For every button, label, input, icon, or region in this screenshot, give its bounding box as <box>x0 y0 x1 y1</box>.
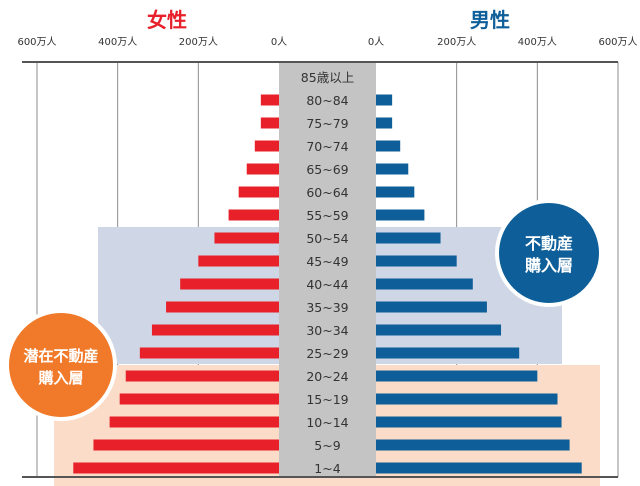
female-bar <box>214 232 279 244</box>
female-bar <box>238 186 279 198</box>
male-bar <box>376 347 520 359</box>
male-bar <box>376 370 538 382</box>
age-group-label: 50~54 <box>306 231 348 246</box>
age-group-label: 15~19 <box>306 392 348 407</box>
age-group-label: 20~24 <box>306 369 348 384</box>
male-bar <box>376 232 441 244</box>
male-bar <box>376 278 473 290</box>
female-bar <box>73 462 279 474</box>
male-tick-label: 600万人 <box>598 36 637 48</box>
male-bar <box>376 324 502 336</box>
male-bar <box>376 439 570 451</box>
age-group-label: 40~44 <box>306 277 348 292</box>
male-bar <box>376 393 558 405</box>
female-bar <box>246 163 279 175</box>
age-group-label: 70~74 <box>306 139 348 154</box>
male-bar <box>376 117 393 129</box>
badge-label-line2: 購入層 <box>524 256 573 275</box>
female-bar <box>93 439 279 451</box>
male-tick-label: 200万人 <box>437 36 476 48</box>
age-column <box>279 62 376 477</box>
age-group-label: 80~84 <box>306 93 348 108</box>
female-bar <box>254 140 279 152</box>
male-title: 男性 <box>470 8 510 32</box>
age-group-label: 85歳以上 <box>301 70 354 85</box>
badge-label-line2: 購入層 <box>37 369 83 387</box>
male-tick-label: 0人 <box>368 36 384 48</box>
male-bar <box>376 186 415 198</box>
age-group-label: 65~69 <box>306 162 348 177</box>
female-bar <box>151 324 279 336</box>
female-bar <box>139 347 279 359</box>
age-group-label: 10~14 <box>306 415 348 430</box>
age-group-label: 25~29 <box>306 346 348 361</box>
age-group-label: 1~4 <box>314 461 340 476</box>
badge-label-line1: 不動産 <box>525 234 573 253</box>
female-bar <box>125 370 279 382</box>
female-bar <box>260 117 279 129</box>
age-group-label: 60~64 <box>306 185 348 200</box>
age-group-label: 45~49 <box>306 254 348 269</box>
female-bar <box>228 209 279 221</box>
purchase-layer-badge <box>495 199 603 307</box>
female-bar <box>198 255 279 267</box>
age-group-label: 55~59 <box>306 208 348 223</box>
female-tick-label: 600万人 <box>17 36 56 48</box>
female-bar <box>260 94 279 106</box>
male-bar <box>376 462 582 474</box>
female-tick-label: 0人 <box>271 36 287 48</box>
female-bar <box>109 416 279 428</box>
male-bar <box>376 416 562 428</box>
female-title: 女性 <box>147 8 187 32</box>
age-group-label: 5~9 <box>314 438 340 453</box>
male-bar <box>376 94 393 106</box>
badge-label-line1: 潜在不動産 <box>23 347 98 365</box>
female-bar <box>119 393 279 405</box>
female-tick-label: 200万人 <box>179 36 218 48</box>
male-bar <box>376 209 425 221</box>
female-bar <box>180 278 279 290</box>
male-tick-label: 400万人 <box>518 36 557 48</box>
female-tick-label: 400万人 <box>98 36 137 48</box>
male-bar <box>376 140 401 152</box>
male-bar <box>376 301 487 313</box>
potential-purchase-layer-badge <box>5 309 117 421</box>
age-group-label: 30~34 <box>306 323 348 338</box>
female-bar <box>166 301 279 313</box>
male-bar <box>376 255 457 267</box>
age-group-label: 75~79 <box>306 116 348 131</box>
male-bar <box>376 163 409 175</box>
age-group-label: 35~39 <box>306 300 348 315</box>
